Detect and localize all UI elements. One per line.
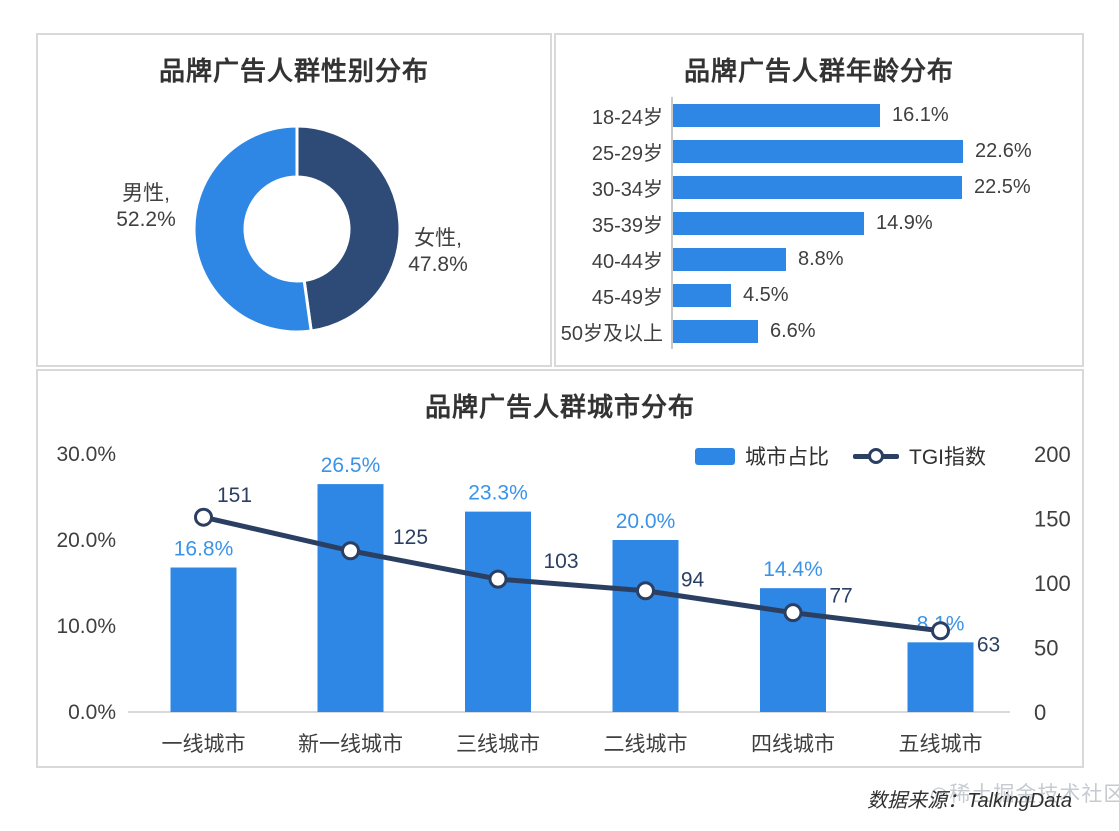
- city-category-label: 四线城市: [751, 733, 835, 756]
- tgi-marker: [194, 507, 213, 527]
- age-bar: [673, 211, 864, 235]
- age-bar: [673, 139, 963, 163]
- male-slice-label-name: 男性,: [122, 182, 170, 205]
- female-slice-label-name: 女性,: [414, 227, 462, 250]
- right-axis-tick: 50: [1034, 636, 1058, 661]
- tgi-marker: [931, 621, 950, 641]
- age-row: 18-24岁 16.1%: [556, 97, 1082, 133]
- tgi-value-label: 103: [543, 550, 578, 573]
- age-row: 40-44岁 8.8%: [556, 241, 1082, 277]
- gender-donut-chart: [192, 124, 402, 334]
- tgi-marker: [341, 541, 360, 561]
- age-value-label: 4.5%: [743, 283, 789, 306]
- line-series-marker: [853, 448, 899, 464]
- age-bar-track: 14.9%: [671, 205, 1082, 241]
- age-category-label: 18-24岁: [591, 106, 663, 129]
- male-slice-label-value: 52.2%: [116, 208, 176, 231]
- city-category-label: 一线城市: [162, 733, 246, 756]
- age-row: 45-49岁 4.5%: [556, 277, 1082, 313]
- age-category-label: 30-34岁: [591, 178, 663, 201]
- age-category-label: 45-49岁: [591, 286, 663, 309]
- city-bar: [907, 642, 974, 712]
- male-slice-label: 男性, 52.2%: [76, 181, 216, 233]
- city-category-label: 五线城市: [899, 733, 983, 756]
- age-bar: [673, 283, 731, 307]
- city-distribution-card: 品牌广告人群城市分布 城市占比 TGI指数 0.0% 10.0% 20.0% 30.0…: [36, 369, 1084, 768]
- city-category-label: 二线城市: [604, 733, 688, 756]
- tgi-marker: [783, 603, 803, 623]
- age-bar-track: 22.5%: [671, 169, 1082, 205]
- age-row: 50岁及以上 6.6%: [556, 313, 1082, 349]
- city-bar-value-label: 26.5%: [321, 454, 381, 477]
- gender-distribution-card: 品牌广告人群性别分布 男性, 52.2% 女性, 47.8%: [36, 33, 552, 367]
- tgi-value-label: 94: [681, 569, 705, 592]
- tgi-line: [202, 514, 941, 634]
- right-axis-tick: 0: [1034, 700, 1046, 725]
- city-category-label: 三线城市: [456, 733, 540, 756]
- age-row: 35-39岁 14.9%: [556, 205, 1082, 241]
- age-row: 30-34岁 22.5%: [556, 169, 1082, 205]
- age-chart-title: 品牌广告人群年龄分布: [683, 56, 954, 86]
- city-bar-value-label: 23.3%: [468, 482, 528, 505]
- data-source-note: 数据来源：TalkingData: [867, 790, 1072, 812]
- age-distribution-card: 品牌广告人群年龄分布 18-24岁 16.1% 25-29岁 22.6% 30-34岁 2…: [554, 33, 1084, 367]
- city-chart-title: 品牌广告人群城市分布: [424, 392, 695, 422]
- female-slice-label: 女性, 47.8%: [368, 226, 508, 278]
- right-axis-tick: 100: [1034, 571, 1071, 596]
- tgi-marker: [636, 581, 655, 601]
- age-value-label: 6.6%: [770, 319, 816, 342]
- city-bar: [170, 567, 237, 712]
- city-bar: [465, 511, 531, 712]
- female-slice-label-value: 47.8%: [408, 253, 468, 276]
- city-combo-chart: 0.0% 10.0% 20.0% 30.0% 0 50 100 150 200 16.8% 一线城市…: [56, 442, 1071, 756]
- age-bar-chart: 18-24岁 16.1% 25-29岁 22.6% 30-34岁 22.5% 35-39岁 1…: [556, 97, 1082, 349]
- bar-series-legend-label: 城市占比: [745, 446, 829, 469]
- age-bar-track: 8.8%: [671, 241, 1082, 277]
- age-bar: [673, 103, 880, 127]
- age-value-label: 8.8%: [798, 247, 844, 270]
- age-value-label: 22.5%: [974, 175, 1031, 198]
- left-axis-tick: 20.0%: [56, 529, 116, 552]
- age-row: 25-29岁 22.6%: [556, 133, 1082, 169]
- tgi-value-label: 151: [217, 484, 252, 507]
- age-bar: [673, 247, 786, 271]
- left-axis-tick: 10.0%: [56, 615, 116, 638]
- age-bar-track: 4.5%: [671, 277, 1082, 313]
- city-bar: [612, 540, 679, 712]
- city-bar: [317, 484, 384, 712]
- age-value-label: 22.6%: [975, 139, 1032, 162]
- age-category-label: 50岁及以上: [560, 322, 663, 345]
- city-bar-value-label: 14.4%: [763, 558, 823, 581]
- city-bar-value-label: 16.8%: [174, 538, 234, 561]
- city-chart-legend: 城市占比 TGI指数: [695, 441, 986, 471]
- age-category-label: 40-44岁: [591, 250, 663, 273]
- age-category-label: 35-39岁: [591, 214, 663, 237]
- line-series-marker-dot: [868, 448, 884, 464]
- age-bar-track: 6.6%: [671, 313, 1082, 349]
- site-watermark: ◎稀土掘金技术社区: [930, 783, 1119, 806]
- donut-slice-男性: [192, 124, 313, 334]
- age-bar: [673, 319, 758, 343]
- tgi-marker: [488, 569, 508, 589]
- age-bar: [673, 175, 962, 199]
- tgi-value-label: 63: [977, 634, 1000, 657]
- age-category-label: 25-29岁: [591, 142, 663, 165]
- tgi-value-label: 77: [829, 585, 852, 608]
- tgi-value-label: 125: [393, 526, 428, 549]
- age-bar-track: 22.6%: [671, 133, 1082, 169]
- age-value-label: 16.1%: [892, 103, 949, 126]
- gender-chart-title: 品牌广告人群性别分布: [158, 56, 429, 86]
- line-series-legend-label: TGI指数: [909, 446, 986, 469]
- right-axis-tick: 150: [1034, 507, 1071, 532]
- right-axis-tick: 200: [1034, 442, 1071, 467]
- age-bar-track: 16.1%: [671, 97, 1082, 133]
- left-axis-tick: 30.0%: [56, 443, 116, 466]
- bar-series-swatch: [695, 447, 735, 465]
- city-category-label: 新一线城市: [298, 733, 403, 756]
- left-axis-tick: 0.0%: [68, 701, 116, 724]
- donut-slice-女性: [295, 124, 402, 333]
- age-value-label: 14.9%: [876, 211, 933, 234]
- city-bar-value-label: 20.0%: [616, 510, 676, 533]
